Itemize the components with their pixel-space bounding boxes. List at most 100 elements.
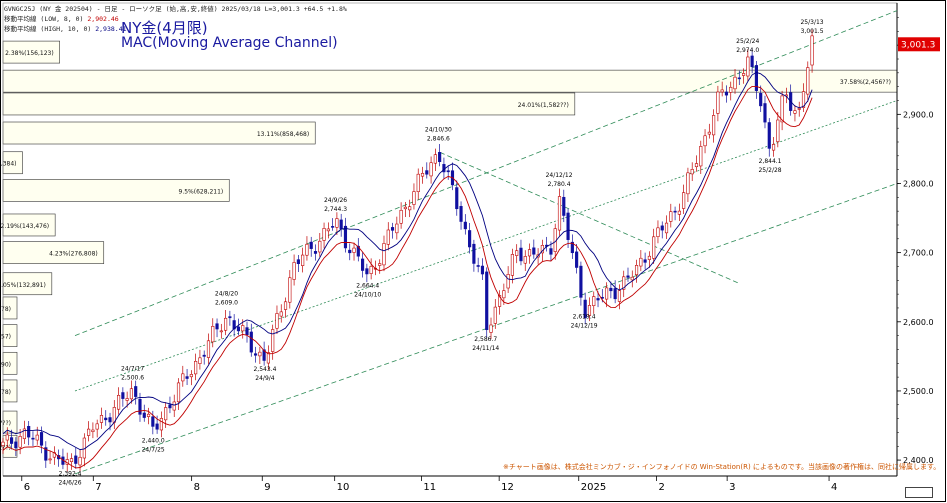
candle-body bbox=[211, 326, 215, 343]
candle-body bbox=[215, 323, 219, 330]
candle-body bbox=[104, 417, 108, 421]
candle-body bbox=[335, 218, 339, 228]
candle-body bbox=[532, 247, 536, 255]
candle-body bbox=[331, 226, 335, 228]
candle-body bbox=[108, 417, 112, 423]
candle-body bbox=[318, 240, 322, 253]
candle-body bbox=[438, 152, 442, 163]
candle-body bbox=[562, 196, 566, 216]
candle-body bbox=[420, 173, 425, 177]
candle-body bbox=[776, 119, 780, 142]
candle-body bbox=[121, 392, 125, 399]
annotation-line-2: 2,744.3 bbox=[324, 206, 347, 213]
candle-body bbox=[630, 276, 634, 281]
candle-body bbox=[690, 169, 694, 175]
candle-body bbox=[724, 91, 729, 96]
annotation-line-1: 25/2/24 bbox=[736, 38, 759, 45]
annotation-line-1: 24/12/12 bbox=[546, 172, 573, 179]
candle-body bbox=[425, 170, 429, 175]
volume-profile-label: 2.05%(132,891) bbox=[0, 282, 46, 289]
annotation-line-1: 25/3/13 bbox=[800, 19, 823, 26]
candle-body bbox=[682, 192, 686, 209]
grid-layer bbox=[2, 2, 898, 477]
candle-body bbox=[797, 108, 801, 110]
candle-body bbox=[326, 228, 330, 232]
candle-body bbox=[737, 77, 741, 80]
candle-body bbox=[129, 388, 134, 400]
candle-body bbox=[579, 265, 583, 298]
candle-body bbox=[741, 73, 746, 76]
candle-body bbox=[275, 313, 279, 329]
volume-profile-label: 0.08%(5,390) bbox=[0, 361, 11, 368]
annotation-line-2: 2,780.4 bbox=[548, 181, 571, 188]
candle-body bbox=[361, 258, 365, 271]
annotation-line-1: 24/9/26 bbox=[324, 197, 347, 204]
candle-body bbox=[352, 247, 356, 253]
annotation-line-1: 2,392.4 bbox=[59, 470, 82, 477]
annotation-line-1: 2,664.4 bbox=[356, 282, 379, 289]
annotation-line-2: 25/2/28 bbox=[758, 167, 781, 174]
candle-body bbox=[767, 122, 771, 149]
candle-body bbox=[801, 91, 806, 108]
candle-body bbox=[408, 206, 412, 211]
x-tick-label: 3 bbox=[729, 482, 735, 493]
candle-body bbox=[117, 395, 121, 410]
candle-body bbox=[523, 256, 527, 264]
candle-body bbox=[305, 243, 309, 256]
candle-body bbox=[720, 89, 724, 93]
candle-body bbox=[224, 317, 228, 331]
candle-body bbox=[138, 399, 142, 415]
annotation-line-1: 2,543.4 bbox=[253, 366, 276, 373]
annotation-line-2: 24/12/19 bbox=[571, 322, 598, 329]
annotation-line-1: 2,844.1 bbox=[759, 158, 782, 165]
candle-body bbox=[271, 329, 275, 352]
candle-body bbox=[386, 229, 390, 245]
header-line-3: 移動平均線 (HIGH, 10, 0) 2,938.41 bbox=[4, 23, 127, 33]
candle-body bbox=[617, 290, 622, 302]
scroll-indicator[interactable] bbox=[905, 487, 933, 498]
candle-body bbox=[515, 250, 519, 256]
candle-body bbox=[485, 271, 489, 331]
volume-profile-label: 0.??%(?,???) bbox=[0, 420, 11, 427]
candle-body bbox=[403, 206, 407, 210]
candle-body bbox=[527, 249, 532, 257]
annotation-line-2: 2,846.6 bbox=[427, 135, 450, 142]
x-tick-label: 10 bbox=[337, 482, 350, 493]
x-tick-label: 8 bbox=[194, 482, 200, 493]
candle-body bbox=[549, 248, 553, 255]
candle-body bbox=[348, 249, 352, 254]
candle-body bbox=[673, 210, 677, 213]
candle-body bbox=[510, 254, 514, 276]
channel-middle-line bbox=[74, 100, 898, 392]
candle-body bbox=[301, 254, 305, 266]
candle-body bbox=[622, 276, 626, 290]
volume-profile-bar bbox=[2, 69, 898, 93]
annotation-line-2: 24/6/26 bbox=[58, 479, 81, 486]
candle-body bbox=[557, 196, 562, 231]
candle-body bbox=[206, 340, 211, 358]
volume-profile-label: 0.32%(20,678) bbox=[0, 306, 11, 313]
candle-body bbox=[198, 357, 202, 364]
candle-body bbox=[634, 265, 639, 276]
candle-body bbox=[228, 316, 232, 319]
annotation-line-2: 3,001.5 bbox=[801, 28, 824, 35]
candle-body bbox=[91, 429, 95, 432]
candle-body bbox=[164, 407, 168, 421]
volume-profile-label: 24.01%(1,582??) bbox=[518, 102, 569, 109]
candle-body bbox=[18, 436, 22, 448]
candle-body bbox=[322, 228, 326, 241]
candle-body bbox=[69, 458, 74, 463]
x-tick-label: 7 bbox=[95, 482, 101, 493]
candle-body bbox=[292, 262, 296, 280]
candle-body bbox=[365, 268, 369, 275]
volume-profile-label: 2.38%(156,123) bbox=[5, 50, 54, 57]
candle-body bbox=[463, 221, 467, 230]
x-tick-label: 6 bbox=[24, 482, 30, 493]
candle-body bbox=[575, 251, 579, 268]
candle-body bbox=[48, 458, 52, 461]
candle-body bbox=[664, 222, 669, 234]
last-price-label: 3,001.3 bbox=[901, 40, 935, 50]
candle-body bbox=[14, 441, 18, 449]
x-tick-label: 4 bbox=[831, 482, 837, 493]
